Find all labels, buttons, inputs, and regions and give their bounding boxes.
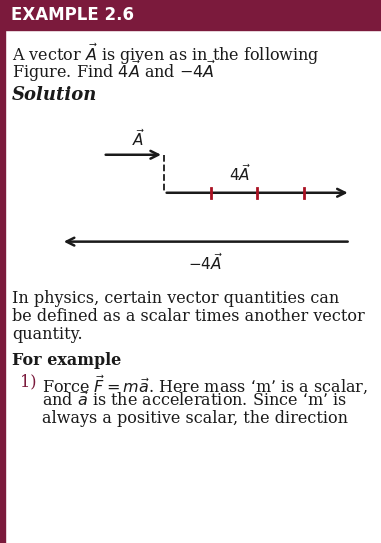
Bar: [0, 0, 381, 30]
Text: 1): 1): [20, 374, 37, 390]
Text: $4\vec{A}$: $4\vec{A}$: [229, 163, 251, 184]
Text: always a positive scalar, the direction: always a positive scalar, the direction: [42, 409, 348, 427]
Text: A vector $\vec{A}$ is given as in the following: A vector $\vec{A}$ is given as in the fo…: [12, 42, 320, 67]
Text: Force $\vec{F}=m\vec{a}$. Here mass ‘m’ is a scalar,: Force $\vec{F}=m\vec{a}$. Here mass ‘m’ …: [42, 374, 368, 396]
Text: $\vec{A}$: $\vec{A}$: [132, 128, 145, 149]
Text: and $\vec{a}$ is the acceleration. Since ‘m’ is: and $\vec{a}$ is the acceleration. Since…: [42, 392, 347, 410]
Text: EXAMPLE 2.6: EXAMPLE 2.6: [11, 6, 134, 24]
Text: be defined as a scalar times another vector: be defined as a scalar times another vec…: [12, 308, 365, 325]
Text: For example: For example: [12, 352, 121, 369]
Text: quantity.: quantity.: [12, 326, 83, 343]
Bar: [0, 0, 5, 543]
Text: Figure. Find $4\vec{A}$ and $-4\vec{A}$: Figure. Find $4\vec{A}$ and $-4\vec{A}$: [12, 59, 216, 84]
Text: $-4\vec{A}$: $-4\vec{A}$: [188, 251, 223, 273]
Text: Solution: Solution: [12, 86, 98, 104]
Text: In physics, certain vector quantities can: In physics, certain vector quantities ca…: [12, 289, 339, 307]
